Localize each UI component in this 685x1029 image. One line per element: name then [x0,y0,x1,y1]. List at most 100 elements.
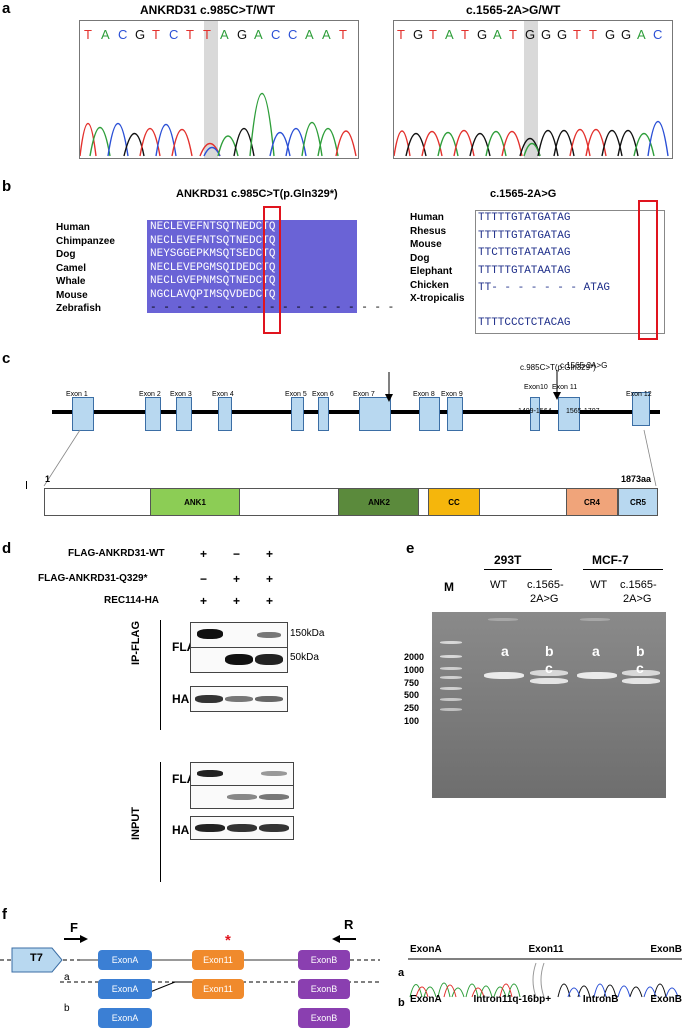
seq-b-exonA: ExonA [410,994,442,1005]
base-call: A [322,27,331,42]
blot-input-flag-2 [190,785,294,809]
gene-line [52,410,660,414]
exon-label: Exon 7 [353,391,375,398]
exon-box [419,397,440,431]
exon-label: Exon 2 [139,391,161,398]
ha-label-ip: HA [172,692,190,706]
blot-ip-flag-150 [190,622,288,648]
exon-a-block: ExonA [98,979,152,999]
exon-b-block: ExonB [298,950,350,970]
alignment-block-right [475,210,665,334]
highlight-column [204,21,218,158]
ladder-label: 2000 [404,652,425,662]
species-label: Rhesus [410,225,447,237]
species-label: Zebrafish [56,303,102,314]
exon-box [318,397,329,431]
marker-label: M [444,580,454,594]
trace-row-b-label: b [398,997,405,1009]
species-label: Mouse [56,289,88,301]
base-call: G [135,27,146,42]
base-call: T [429,27,437,42]
underline-mcf7 [583,569,663,570]
row-label-a: a [64,972,70,983]
protein-bar: ANK1 ANK2 CC CR4 CR5 [44,488,658,516]
sign-cell: + [200,547,208,561]
sign-cell: + [266,594,274,608]
sequence-row: TTTTTGTATGATAG [478,229,571,242]
band-label-c1: c [545,660,553,676]
mutation-star: * [225,932,231,949]
sequence-row: NECLEVEPGMSQIDEDCTQ [150,261,276,274]
panel-label-f: f [2,906,7,923]
ladder-label: 250 [404,703,420,713]
band-label-b2: b [636,643,645,659]
seq-a-exonB: ExonB [650,944,682,955]
exon11-block: Exon11 [192,979,244,999]
highlight-box-right [638,200,658,340]
mutation-label-1: c.985C>T(p.Gln329*) [520,363,596,372]
t7-label: T7 [30,952,43,964]
row-label-b: b [64,1003,70,1014]
base-call: T [186,27,194,42]
row-label-q329: FLAG-ANKRD31-Q329* [38,573,148,584]
exon-box [359,397,391,431]
sign-cell: − [233,547,241,561]
seq-header-b: ExonA Intron11q-16bp+ IntronB ExonB [410,994,682,1005]
base-call: T [397,27,405,42]
seq-b-intron11: Intron11q-16bp+ [473,994,552,1005]
domain-cr4: CR4 [566,489,618,515]
base-call: G [477,27,488,42]
exon-b-block: ExonB [298,1008,350,1028]
sequence-row: NECLGVEPNMSQTNEDCTQ [150,275,276,287]
trace-left [80,92,357,157]
seq-trace-a [408,958,682,998]
base-call: C [169,27,179,42]
sequence-row: NECLEVEFNTSQTNEDCTQ [150,221,276,233]
sequence-row: NEYSGGEPKMSQTSEDCTQ [150,248,276,260]
domain-ank2: ANK2 [338,489,420,515]
ha-label-input: HA [172,823,190,837]
exon-label: Exon 9 [441,391,463,398]
primer-r-arrow [332,935,356,943]
base-call: T [589,27,597,42]
base-call: A [493,27,502,42]
exon-label: Exon 11 [552,384,578,391]
exon-box [558,397,580,431]
row-label-rec114: REC114-HA [104,595,160,606]
exon11-block: Exon11 [192,950,244,970]
lane-mut-2b: 2A>G [623,593,652,605]
alignment-block-left [147,220,357,313]
exon-a-block: ExonA [98,950,152,970]
base-call: A [445,27,454,42]
base-call: G [525,27,536,42]
ladder-label: 100 [404,716,420,726]
seq-b-intronB: IntronB [582,994,619,1005]
lane-wt-1: WT [490,579,508,591]
domain-cr5: CR5 [618,489,658,515]
sign-cell: − [200,572,208,586]
base-call: T [573,27,581,42]
primer-r-label: R [344,917,354,932]
exon-label: Exon 6 [312,391,334,398]
seq-a-exon11: Exon11 [528,944,564,955]
primer-f-arrow [64,935,88,943]
cell-293t: 293T [494,553,522,567]
zoom-lines [43,429,657,487]
exon-box [632,392,650,426]
exon-label: Exon 8 [413,391,435,398]
base-call: A [101,27,110,42]
exon-label: Exon 12 [626,391,652,398]
band-label-a1: a [501,643,509,659]
exon-label: Exon 4 [212,391,234,398]
lane-mut-1b: 2A>G [530,593,559,605]
base-call: C [271,27,281,42]
base-call: A [637,27,646,42]
trace-right [394,120,669,157]
primer-f-label: F [70,920,78,935]
species-label: Whale [56,276,86,287]
base-call: T [461,27,469,42]
exon-box [176,397,192,431]
species-label: Dog [56,249,76,260]
panel-label-c: c [2,350,11,367]
